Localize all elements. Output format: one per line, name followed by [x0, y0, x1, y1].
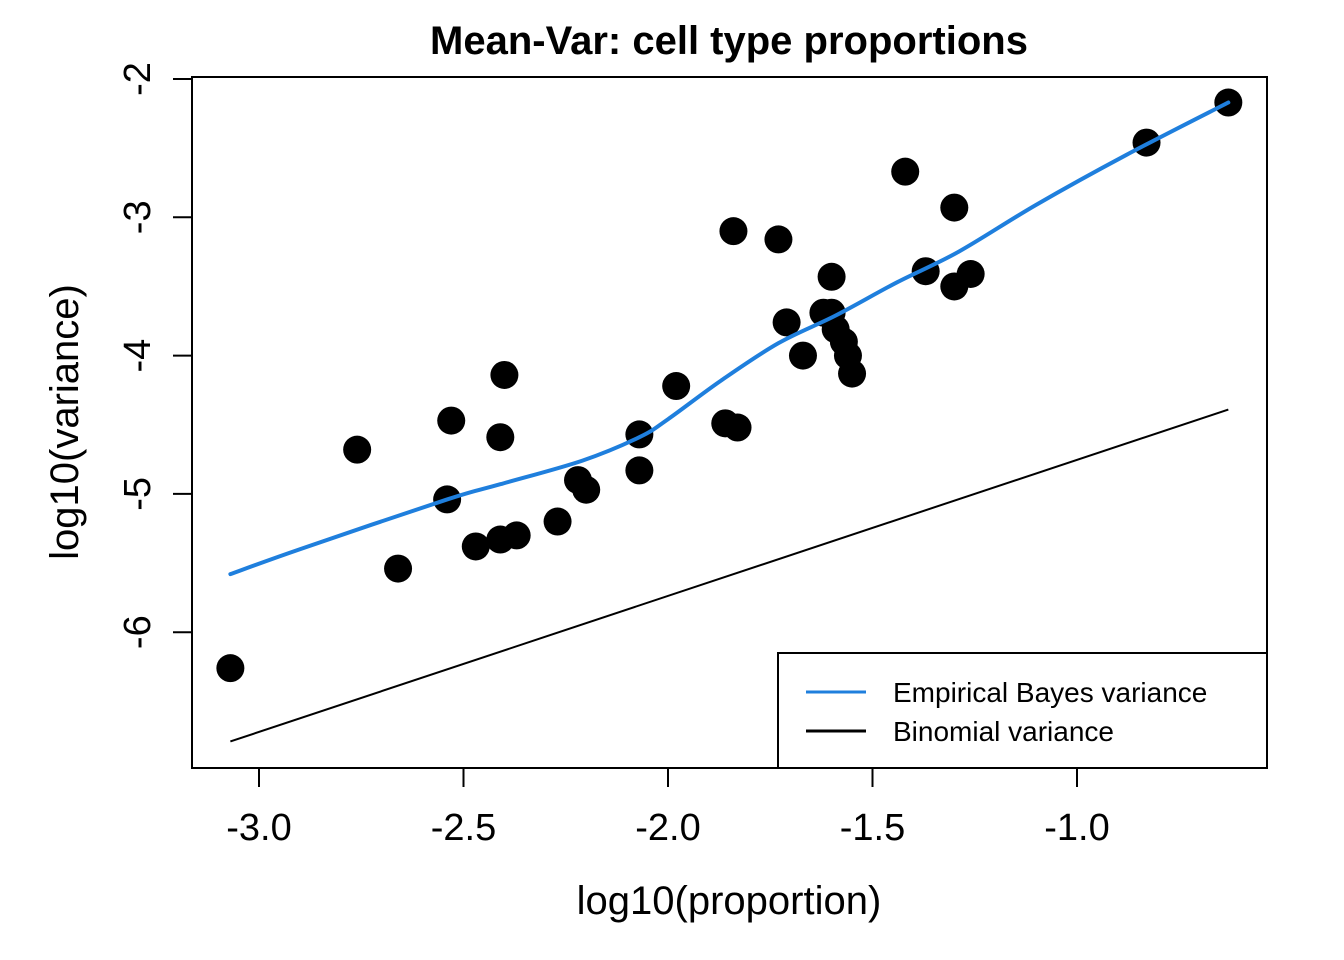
- x-tick-label: -1.5: [840, 807, 905, 849]
- data-point: [572, 475, 601, 504]
- data-point: [956, 260, 985, 289]
- x-axis-label: log10(proportion): [577, 879, 882, 923]
- y-axis: -6 -5 -4 -3 -2: [117, 62, 192, 649]
- data-point: [662, 372, 691, 401]
- data-point: [723, 413, 752, 442]
- data-point: [461, 532, 490, 561]
- y-axis-label: log10(variance): [43, 284, 87, 560]
- data-point: [817, 262, 846, 291]
- y-tick-label: -6: [117, 615, 159, 649]
- data-point: [437, 406, 466, 435]
- legend-label-empirical-bayes: Empirical Bayes variance: [893, 677, 1207, 708]
- chart-title: Mean-Var: cell type proportions: [430, 19, 1028, 63]
- data-point: [625, 420, 654, 449]
- data-point: [838, 359, 867, 388]
- x-tick-label: -2.0: [635, 807, 700, 849]
- legend-box: [777, 652, 1268, 769]
- y-tick-label: -5: [117, 477, 159, 511]
- data-point: [543, 507, 572, 536]
- data-point: [625, 456, 654, 485]
- y-tick-label: -2: [117, 62, 159, 96]
- x-tick-label: -3.0: [226, 807, 291, 849]
- data-point: [940, 193, 969, 222]
- binomial-variance-layer: [230, 408, 1229, 743]
- data-point: [502, 521, 531, 550]
- legend-label-binomial: Binomial variance: [893, 716, 1114, 747]
- empirical-bayes-layer: [228, 100, 1231, 577]
- x-tick-label: -1.0: [1044, 807, 1109, 849]
- y-tick-label: -3: [117, 200, 159, 234]
- data-point: [490, 360, 519, 389]
- empirical-bayes-line: [228, 100, 1231, 577]
- data-point: [216, 654, 245, 683]
- data-point: [719, 217, 748, 246]
- plot-frame: [191, 76, 1268, 769]
- data-point: [891, 157, 920, 186]
- x-axis: -3.0 -2.5 -2.0 -1.5 -1.0: [226, 768, 1110, 849]
- plot-area: [191, 76, 1268, 769]
- x-tick-label: -2.5: [431, 807, 496, 849]
- legend: Empirical Bayes variance Binomial varian…: [777, 652, 1268, 769]
- data-point: [343, 435, 372, 464]
- data-point: [788, 341, 817, 370]
- scatter-points: [216, 88, 1243, 683]
- data-point: [772, 308, 801, 337]
- data-point: [486, 423, 515, 452]
- y-tick-label: -4: [117, 339, 159, 373]
- binomial-variance-line: [230, 408, 1229, 743]
- data-point: [384, 554, 413, 583]
- data-point: [764, 225, 793, 254]
